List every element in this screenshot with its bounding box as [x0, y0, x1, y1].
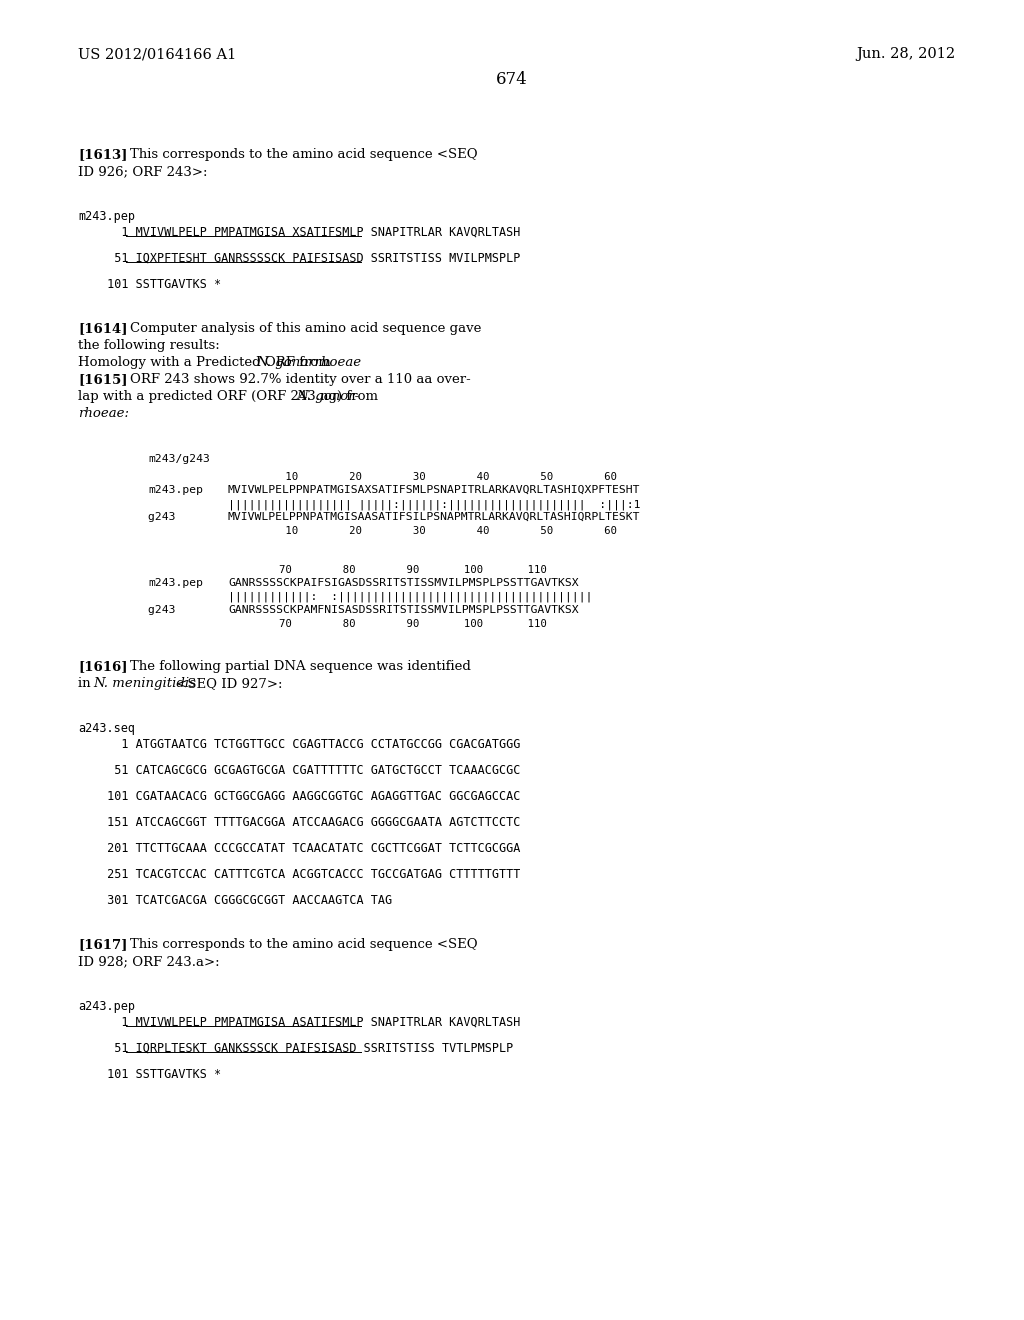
Text: in: in [78, 677, 95, 690]
Text: 1 MVIVWLPELP PMPATMGISA XSATIFSMLP SNAPITRLAR KAVQRLTASH: 1 MVIVWLPELP PMPATMGISA XSATIFSMLP SNAPI… [100, 226, 520, 239]
Text: Homology with a Predicted ORF from: Homology with a Predicted ORF from [78, 356, 335, 370]
Text: 70        80        90       100       110: 70 80 90 100 110 [228, 565, 547, 576]
Text: a243.pep: a243.pep [78, 1001, 135, 1012]
Text: the following results:: the following results: [78, 339, 220, 352]
Text: The following partial DNA sequence was identified: The following partial DNA sequence was i… [114, 660, 471, 673]
Text: N. gonor-: N. gonor- [297, 389, 359, 403]
Text: 10        20        30        40        50        60: 10 20 30 40 50 60 [228, 473, 616, 482]
Text: 70        80        90       100       110: 70 80 90 100 110 [228, 619, 547, 630]
Text: 251 TCACGTCCAC CATTTCGTCA ACGGTCACCC TGCCGATGAG CTTTTTGTTT: 251 TCACGTCCAC CATTTCGTCA ACGGTCACCC TGC… [100, 869, 520, 880]
Text: 101 SSTTGAVTKS *: 101 SSTTGAVTKS * [100, 279, 221, 290]
Text: N. gonorrhoeae: N. gonorrhoeae [256, 356, 361, 370]
Text: This corresponds to the amino acid sequence <SEQ: This corresponds to the amino acid seque… [114, 939, 478, 950]
Text: lap with a predicted ORF (ORF 243.ng) from: lap with a predicted ORF (ORF 243.ng) fr… [78, 389, 382, 403]
Text: g243: g243 [148, 605, 203, 615]
Text: 51 IQXPFTESHT GANRSSSSCK PAIFSISASD SSRITSTISS MVILPMSPLP: 51 IQXPFTESHT GANRSSSSCK PAIFSISASD SSRI… [100, 252, 520, 265]
Text: <SEQ ID 927>:: <SEQ ID 927>: [172, 677, 283, 690]
Text: g243: g243 [148, 512, 203, 521]
Text: N. meningitidis: N. meningitidis [93, 677, 197, 690]
Text: MVIVWLPELPPNPATMGISAASATIFSILPSNAPMTRLARKAVQRLTASHIQRPLTESKT: MVIVWLPELPPNPATMGISAASATIFSILPSNAPMTRLAR… [228, 512, 640, 521]
Text: [1616]: [1616] [78, 660, 128, 673]
Text: ||||||||||||:  :|||||||||||||||||||||||||||||||||||||: ||||||||||||: :|||||||||||||||||||||||||… [228, 591, 592, 602]
Text: 301 TCATCGACGA CGGGCGCGGT AACCAAGTCA TAG: 301 TCATCGACGA CGGGCGCGGT AACCAAGTCA TAG [100, 894, 392, 907]
Text: rhoeae:: rhoeae: [78, 407, 129, 420]
Text: ORF 243 shows 92.7% identity over a 110 aa over-: ORF 243 shows 92.7% identity over a 110 … [114, 374, 471, 385]
Text: GANRSSSSCKPAIFSIGASDSSRITSTISSMVILPMSPLPSSTTGAVTKSX: GANRSSSSCKPAIFSIGASDSSRITSTISSMVILPMSPLP… [228, 578, 579, 587]
Text: |||||||||||||||||| |||||:||||||:||||||||||||||||||||  :|||:1: |||||||||||||||||| |||||:||||||:||||||||… [228, 499, 640, 510]
Text: 51 IQRPLTESKT GANKSSSCK PAIFSISASD SSRITSTISS TVTLPMSPLP: 51 IQRPLTESKT GANKSSSCK PAIFSISASD SSRIT… [100, 1041, 513, 1055]
Text: This corresponds to the amino acid sequence <SEQ: This corresponds to the amino acid seque… [114, 148, 478, 161]
Text: [1613]: [1613] [78, 148, 127, 161]
Text: 1 ATGGTAATCG TCTGGTTGCC CGAGTTACCG CCTATGCCGG CGACGATGGG: 1 ATGGTAATCG TCTGGTTGCC CGAGTTACCG CCTAT… [100, 738, 520, 751]
Text: 151 ATCCAGCGGT TTTTGACGGA ATCCAAGACG GGGGCGAATA AGTCTTCCTC: 151 ATCCAGCGGT TTTTGACGGA ATCCAAGACG GGG… [100, 816, 520, 829]
Text: [1615]: [1615] [78, 374, 128, 385]
Text: US 2012/0164166 A1: US 2012/0164166 A1 [78, 48, 237, 61]
Text: [1614]: [1614] [78, 322, 128, 335]
Text: 201 TTCTTGCAAA CCCGCCATAT TCAACATATC CGCTTCGGAT TCTTCGCGGA: 201 TTCTTGCAAA CCCGCCATAT TCAACATATC CGC… [100, 842, 520, 855]
Text: 51 CATCAGCGCG GCGAGTGCGA CGATTTTTTC GATGCTGCCT TCAAACGCGC: 51 CATCAGCGCG GCGAGTGCGA CGATTTTTTC GATG… [100, 764, 520, 777]
Text: 10        20        30        40        50        60: 10 20 30 40 50 60 [228, 525, 616, 536]
Text: 101 CGATAACACG GCTGGCGAGG AAGGCGGTGC AGAGGTTGAC GGCGAGCCAC: 101 CGATAACACG GCTGGCGAGG AAGGCGGTGC AGA… [100, 789, 520, 803]
Text: GANRSSSSCKPAMFNISASDSSRITSTISSMVILPMSPLPSSTTGAVTKSX: GANRSSSSCKPAMFNISASDSSRITSTISSMVILPMSPLP… [228, 605, 579, 615]
Text: ID 928; ORF 243.a>:: ID 928; ORF 243.a>: [78, 954, 219, 968]
Text: [1617]: [1617] [78, 939, 127, 950]
Text: m243.pep: m243.pep [148, 484, 203, 495]
Text: m243.pep: m243.pep [78, 210, 135, 223]
Text: Computer analysis of this amino acid sequence gave: Computer analysis of this amino acid seq… [114, 322, 481, 335]
Text: m243.pep: m243.pep [148, 578, 203, 587]
Text: MVIVWLPELPPNPATMGISAXSATIFSMLPSNAPITRLARKAVQRLTASHIQXPFTESHT: MVIVWLPELPPNPATMGISAXSATIFSMLPSNAPITRLAR… [228, 484, 640, 495]
Text: m243/g243: m243/g243 [148, 454, 210, 465]
Text: 674: 674 [496, 71, 528, 88]
Text: a243.seq: a243.seq [78, 722, 135, 735]
Text: Jun. 28, 2012: Jun. 28, 2012 [856, 48, 955, 61]
Text: 1 MVIVWLPELP PMPATMGISA ASATIFSMLP SNAPITRLAR KAVQRLTASH: 1 MVIVWLPELP PMPATMGISA ASATIFSMLP SNAPI… [100, 1016, 520, 1030]
Text: 101 SSTTGAVTKS *: 101 SSTTGAVTKS * [100, 1068, 221, 1081]
Text: ID 926; ORF 243>:: ID 926; ORF 243>: [78, 165, 208, 178]
